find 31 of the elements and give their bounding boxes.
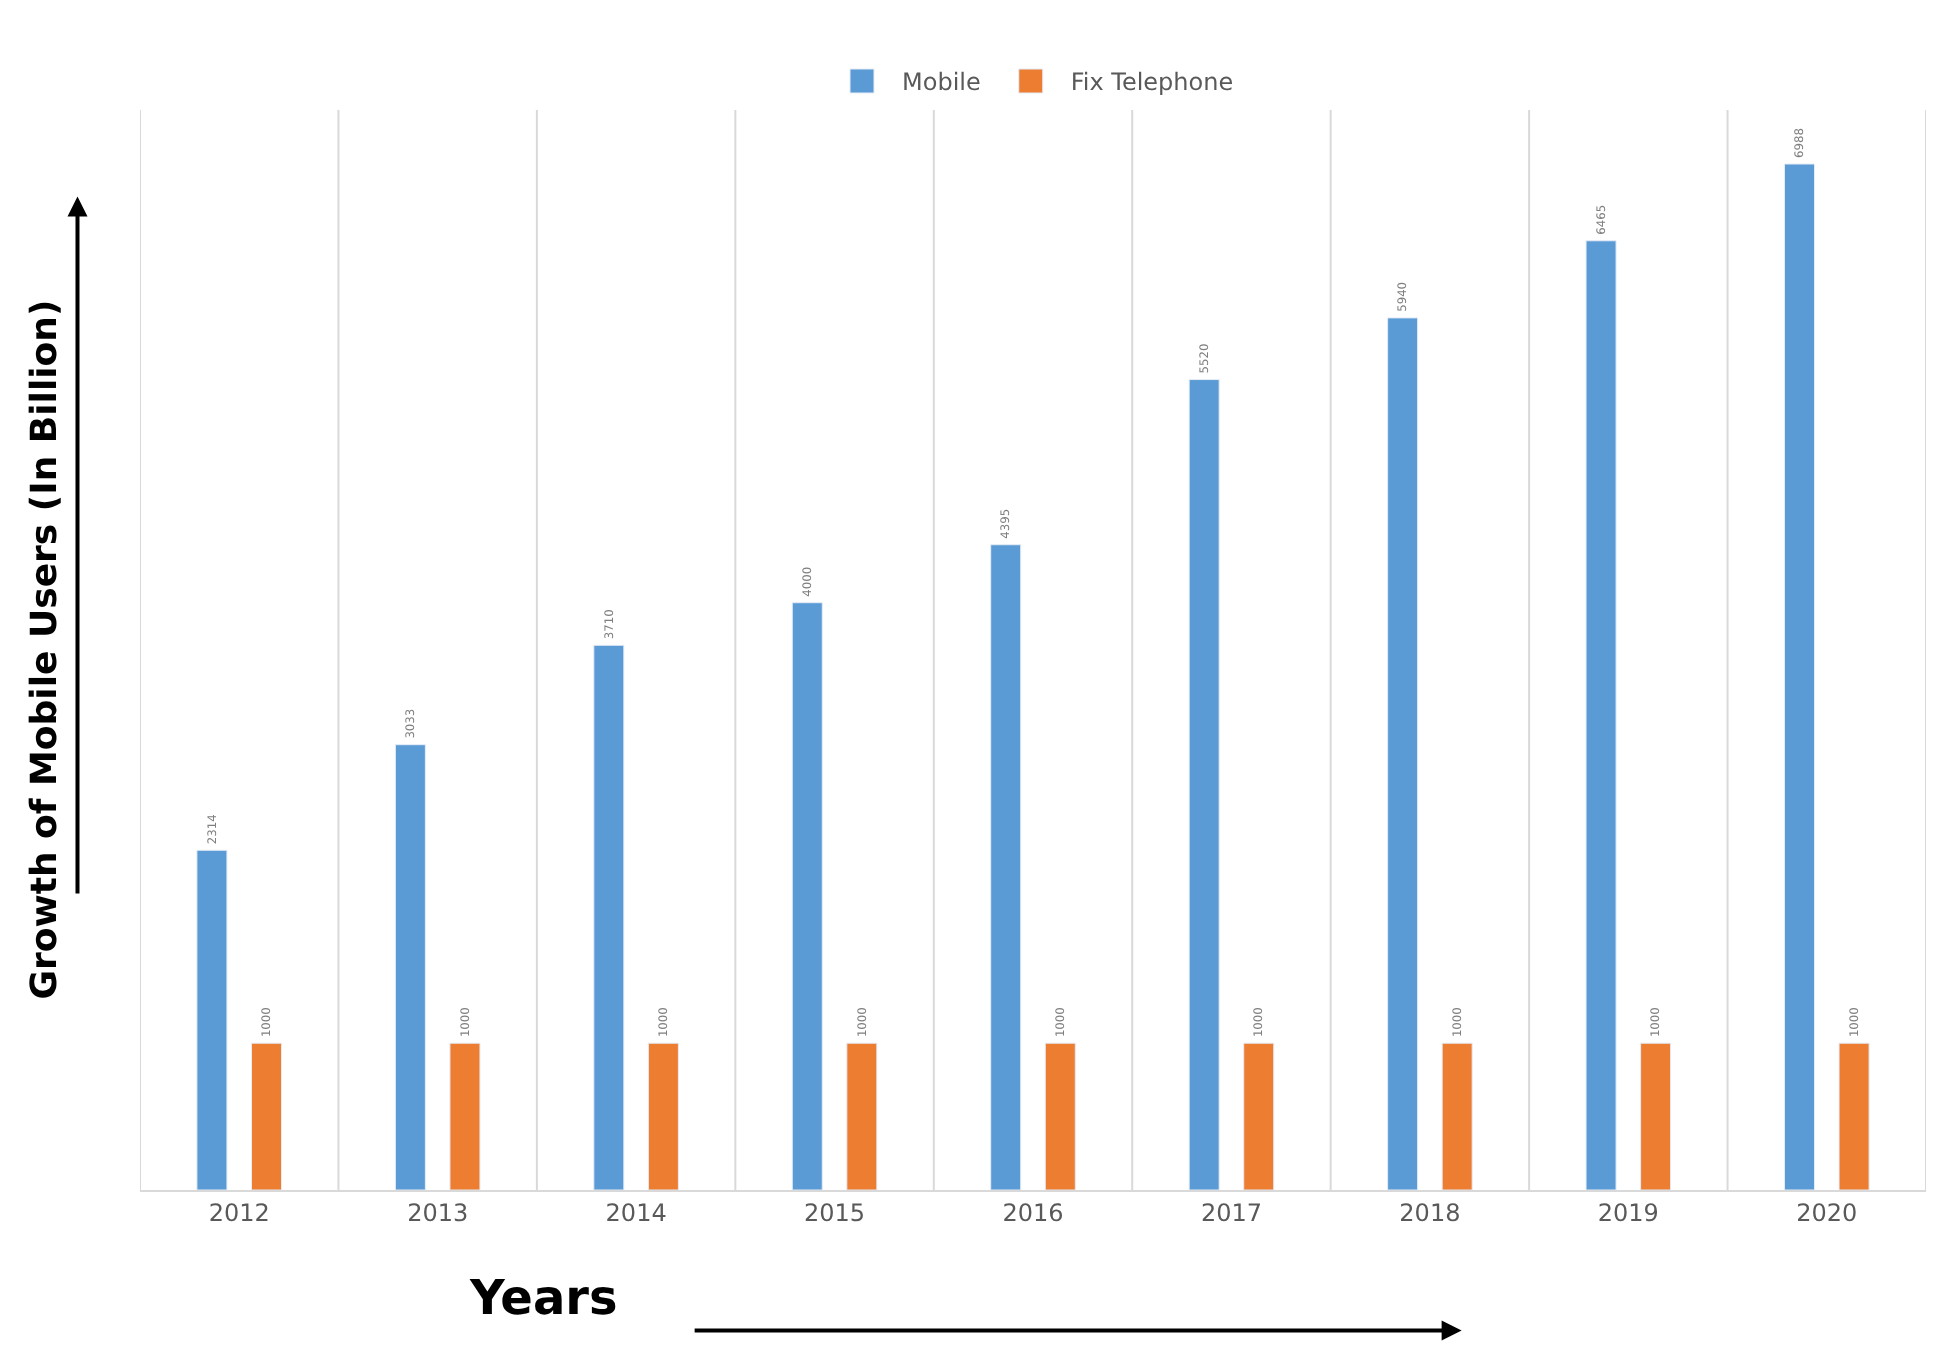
bar [1387, 317, 1419, 1190]
legend-label: Mobile [902, 68, 981, 97]
x-tick-label: 2017 [1200, 1198, 1262, 1227]
bar [1188, 379, 1220, 1190]
y-axis-title: Growth of Mobile Users (In Billion) [23, 299, 66, 1000]
x-tick-label: 2019 [1597, 1198, 1659, 1227]
bar [449, 1042, 481, 1190]
bar [196, 849, 228, 1190]
bar [593, 644, 625, 1190]
bar [1441, 1042, 1473, 1190]
bar [1838, 1042, 1870, 1190]
bar [1044, 1042, 1076, 1190]
bar [647, 1042, 679, 1190]
x-tick-label: 2015 [804, 1198, 866, 1227]
bar [251, 1042, 283, 1190]
x-tick-label: 2020 [1796, 1198, 1858, 1227]
x-tick-label: 2014 [605, 1198, 667, 1227]
bar [1783, 163, 1815, 1190]
bar [394, 744, 426, 1190]
bar [1243, 1042, 1275, 1190]
bar [990, 544, 1022, 1190]
bar [791, 602, 823, 1190]
bar [846, 1042, 878, 1190]
x-tick-label: 2016 [1002, 1198, 1064, 1227]
x-tick-label: 2012 [208, 1198, 270, 1227]
legend-label: Fix Telephone [1070, 68, 1234, 97]
x-axis-title: Years [468, 1270, 618, 1326]
bar [1585, 240, 1617, 1190]
x-tick-label: 2013 [407, 1198, 469, 1227]
x-tick-label: 2018 [1399, 1198, 1461, 1227]
bar [1640, 1042, 1672, 1190]
